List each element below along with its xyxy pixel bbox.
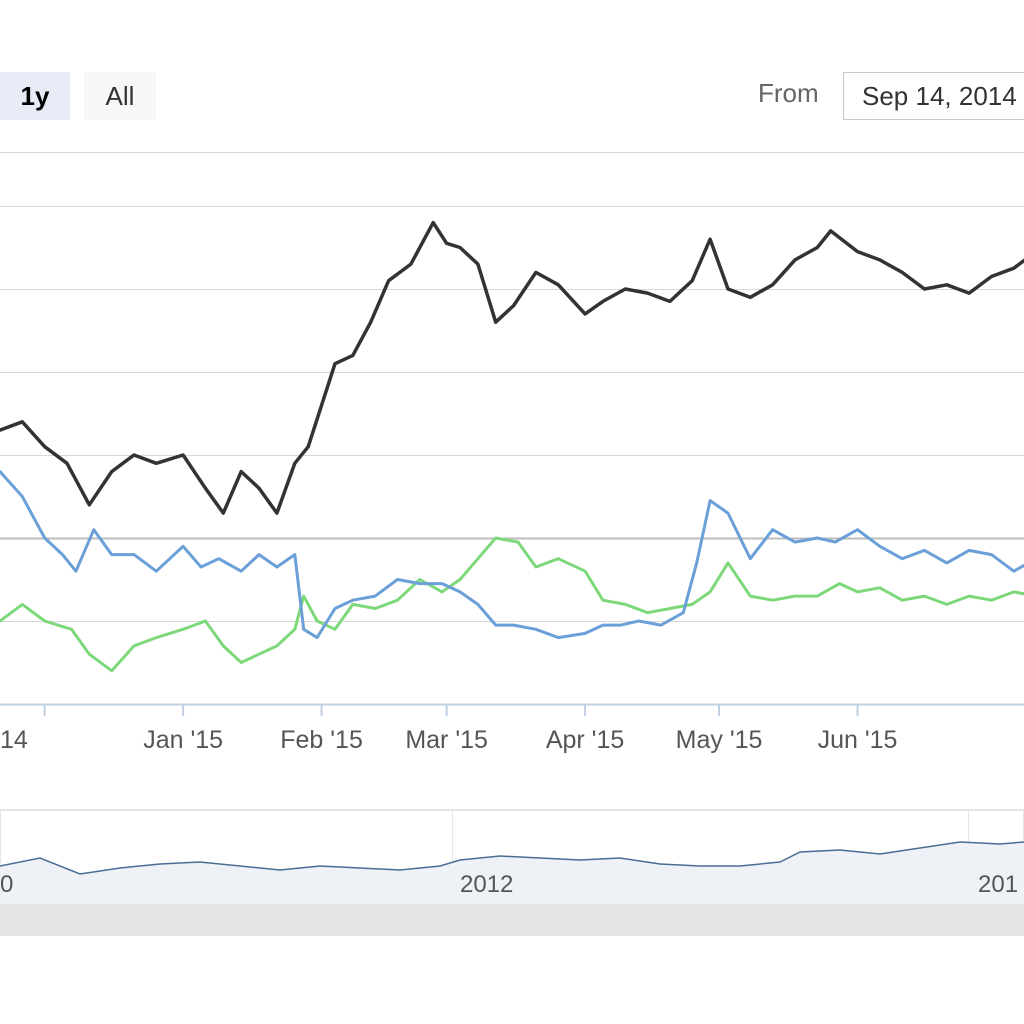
navigator-label: 2012: [460, 871, 513, 898]
navigator-series-line: [0, 841, 1024, 875]
x-axis: 14 Jan '15 Feb '15 Mar '15 Apr '15 May '15 Jun…: [0, 703, 1024, 754]
range-button-1y[interactable]: 1y: [0, 72, 70, 120]
navigator-label: 201: [978, 871, 1018, 898]
series-lines: [0, 220, 1024, 673]
x-tick-label: Jun '15: [818, 726, 898, 754]
series-line-2: [0, 536, 1024, 673]
gridlines: [0, 152, 1024, 622]
x-tick-label: 14: [0, 726, 28, 754]
series-line-0: [0, 220, 1024, 515]
series-line-1: [0, 470, 1024, 640]
navigator[interactable]: 0 2012 201: [0, 809, 1024, 936]
from-date-input[interactable]: Sep 14, 2014: [843, 72, 1024, 120]
x-tick-label: Mar '15: [405, 726, 488, 754]
navigator-scrollbar[interactable]: [0, 904, 1024, 936]
navigator-area: [0, 842, 1024, 904]
x-tick-label: Feb '15: [280, 726, 363, 754]
navigator-label: 0: [0, 871, 13, 898]
from-label: From: [758, 78, 819, 108]
x-tick-label: Apr '15: [546, 726, 624, 754]
x-tick-label: May '15: [676, 726, 763, 754]
range-button-all[interactable]: All: [84, 72, 156, 120]
x-tick-label: Jan '15: [143, 726, 223, 754]
